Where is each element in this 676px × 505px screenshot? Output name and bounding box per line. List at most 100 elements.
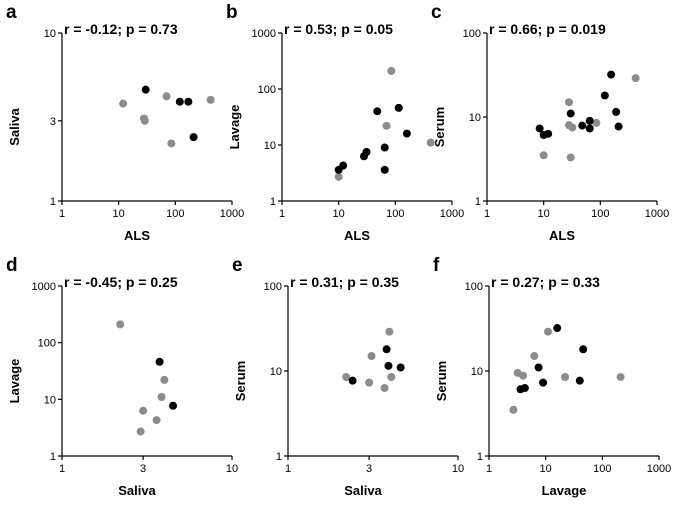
panel-letter: a — [6, 2, 17, 23]
data-point-black — [579, 345, 588, 354]
y-axis-label: Lavage — [7, 359, 22, 404]
y-tick-label: 1 — [475, 196, 481, 208]
data-point-black — [382, 345, 391, 354]
data-point-black — [585, 116, 594, 125]
y-tick-label: 1 — [276, 451, 282, 463]
data-point-gray — [530, 352, 539, 361]
x-axis-label: Saliva — [118, 483, 156, 498]
data-point-gray — [385, 327, 394, 336]
y-tick-label: 1000 — [32, 281, 56, 293]
data-point-black — [614, 122, 623, 131]
data-point-gray — [380, 384, 389, 393]
data-point-gray — [206, 95, 215, 104]
data-point-black — [575, 376, 584, 385]
data-point-black — [348, 376, 357, 385]
data-point-gray — [616, 372, 625, 381]
data-point-gray — [157, 392, 166, 401]
data-point-gray — [334, 172, 343, 181]
x-tick-label: 100 — [591, 208, 609, 220]
data-point-gray — [426, 138, 435, 147]
y-tick-label: 100 — [258, 84, 276, 96]
y-tick-label: 10 — [44, 394, 56, 406]
data-point-gray — [568, 123, 577, 132]
x-tick-label: 1 — [285, 463, 291, 475]
x-tick-label: 10 — [333, 208, 345, 220]
data-point-black — [607, 70, 616, 79]
x-tick-label: 1 — [484, 208, 490, 220]
y-tick-label: 100 — [264, 281, 282, 293]
panel-title: r = 0.27; p = 0.33 — [491, 274, 600, 290]
y-tick-label: 1 — [270, 196, 276, 208]
data-point-gray — [382, 121, 391, 130]
x-tick-label: 1 — [59, 463, 65, 475]
data-point-black — [175, 97, 184, 106]
data-point-gray — [160, 375, 169, 384]
data-point-gray — [509, 405, 518, 414]
y-axis-label: Lavage — [227, 105, 242, 150]
data-point-black — [402, 129, 411, 138]
x-axis-label: ALS — [344, 228, 370, 243]
x-tick-label: 10 — [538, 208, 550, 220]
panel-f: 1 10 100 1000 1 10 100 f r = 0.27; p = 0.33 Lavag… — [433, 255, 671, 498]
x-tick-label: 100 — [386, 208, 404, 220]
y-tick-label: 10 — [264, 140, 276, 152]
data-point-gray — [561, 372, 570, 381]
panel-b: 1 10 100 1000 1 10 100 1000 b r = 0.53; p = 0.05 A… — [226, 2, 464, 243]
data-point-gray — [631, 74, 640, 83]
panel-c: 1 10 100 1000 1 10 100 c r = 0.66; p = 0.019 ALS S… — [431, 2, 669, 243]
y-axis-label: Serum — [432, 107, 447, 147]
y-tick-label: 1000 — [252, 28, 276, 40]
data-point-gray — [139, 406, 148, 415]
panel-letter: f — [433, 255, 440, 276]
x-tick-label: 10 — [226, 463, 238, 475]
data-point-black — [396, 363, 405, 372]
y-tick-label: 100 — [465, 281, 483, 293]
data-point-gray — [367, 352, 376, 361]
data-point-gray — [592, 118, 601, 127]
x-tick-label: 1 — [486, 463, 492, 475]
data-point-black — [553, 324, 562, 333]
data-point-gray — [342, 372, 351, 381]
x-tick-label: 1 — [59, 208, 65, 220]
x-tick-label: 3 — [366, 463, 372, 475]
data-point-black — [189, 133, 198, 142]
x-axis-label: Lavage — [542, 483, 587, 498]
panel-title: r = 0.66; p = 0.019 — [489, 21, 606, 37]
x-tick-label: 1000 — [645, 208, 669, 220]
data-point-gray — [140, 116, 149, 125]
data-point-black — [380, 165, 389, 174]
data-point-black — [585, 124, 594, 133]
y-tick-label: 100 — [463, 28, 481, 40]
data-point-black — [380, 143, 389, 152]
x-tick-label: 1000 — [440, 208, 464, 220]
panel-title: r = -0.45; p = 0.25 — [64, 274, 178, 290]
panel-letter: b — [226, 2, 238, 23]
data-point-gray — [565, 98, 574, 107]
x-tick-label: 10 — [452, 463, 464, 475]
data-point-gray — [167, 139, 176, 148]
data-point-gray — [387, 372, 396, 381]
data-point-gray — [152, 416, 161, 425]
panel-e: 1 3 10 1 10 100 e r = 0.31; p = 0.35 Saliva Serum — [232, 255, 464, 498]
x-tick-label: 1 — [279, 208, 285, 220]
data-point-black — [578, 121, 587, 130]
x-tick-label: 10 — [113, 208, 125, 220]
panel-letter: e — [232, 255, 243, 276]
y-tick-label: 1 — [477, 451, 483, 463]
x-tick-label: 3 — [140, 463, 146, 475]
x-tick-label: 100 — [593, 463, 611, 475]
y-tick-label: 1 — [50, 451, 56, 463]
y-axis-label: Saliva — [7, 107, 22, 145]
data-point-black — [535, 124, 544, 133]
panel-letter: d — [6, 255, 18, 276]
data-point-black — [600, 91, 609, 100]
data-point-gray — [119, 99, 128, 108]
y-axis-label: Serum — [233, 361, 248, 401]
x-tick-label: 1000 — [220, 208, 244, 220]
data-point-black — [184, 97, 193, 106]
data-point-gray — [539, 151, 548, 160]
y-tick-label: 10 — [44, 28, 56, 40]
y-tick-label: 3 — [50, 116, 56, 128]
data-point-black — [520, 384, 529, 393]
data-point-black — [566, 109, 575, 118]
